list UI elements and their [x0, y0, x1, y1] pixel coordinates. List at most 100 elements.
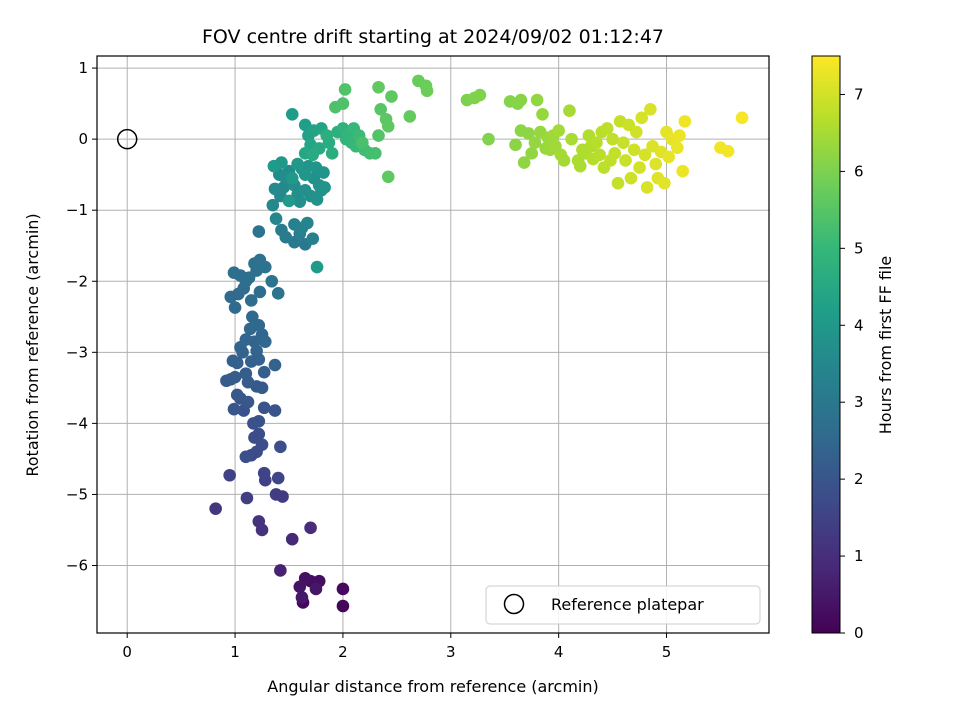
data-point	[291, 157, 304, 171]
data-point	[285, 107, 299, 121]
data-point	[525, 147, 538, 160]
colorbar-tick-label: 5	[854, 239, 864, 257]
legend-marker	[503, 593, 525, 615]
legend-label: Reference platepar	[551, 595, 704, 614]
data-point	[573, 159, 587, 173]
colorbar-tick-label: 2	[854, 470, 864, 488]
data-point	[374, 102, 387, 116]
data-point	[662, 150, 675, 164]
data-point	[266, 198, 280, 212]
data-point	[241, 395, 255, 409]
data-point	[265, 274, 279, 288]
data-point	[385, 90, 398, 103]
y-tick-label: −6	[66, 556, 88, 574]
data-point	[252, 319, 266, 332]
data-point	[517, 156, 531, 169]
legend-box	[485, 585, 761, 625]
data-point	[638, 148, 652, 162]
y-tick-label: 0	[78, 130, 88, 148]
colorbar-tick-label: 6	[854, 162, 864, 180]
data-point	[209, 502, 222, 515]
data-point	[271, 287, 285, 300]
x-axis-label: Angular distance from reference (arcmin)	[267, 677, 598, 696]
data-point	[356, 136, 369, 149]
data-point	[268, 358, 282, 372]
colorbar-tick-label: 1	[854, 547, 864, 565]
data-point	[285, 532, 299, 546]
legend: Reference platepar	[485, 585, 761, 625]
data-point	[530, 93, 544, 107]
data-point	[565, 132, 578, 146]
colorbar-gradient	[811, 55, 841, 634]
colorbar: 0 1 2 3 4 5 6 7 Hours from first FF file	[811, 55, 895, 642]
x-tick-label: 5	[662, 643, 672, 661]
data-point	[230, 388, 244, 402]
chart-title: FOV centre drift starting at 2024/09/02 …	[202, 26, 664, 48]
data-point	[252, 225, 266, 238]
y-tick-label: −1	[66, 201, 88, 219]
x-tick-label: 0	[122, 643, 132, 661]
data-point	[257, 466, 271, 480]
data-point	[253, 285, 267, 299]
data-point	[606, 132, 619, 146]
data-point	[282, 194, 296, 208]
data-point	[624, 171, 638, 185]
data-point	[608, 147, 622, 160]
data-point	[381, 170, 395, 184]
data-point	[239, 367, 253, 380]
data-point	[658, 176, 671, 190]
data-point	[293, 580, 307, 594]
data-point	[563, 104, 576, 118]
data-point	[295, 591, 309, 604]
data-point	[285, 171, 299, 185]
data-point	[227, 402, 241, 416]
colorbar-tick-label: 3	[854, 393, 864, 411]
x-tick-label: 3	[446, 643, 456, 661]
data-point	[528, 136, 542, 149]
data-point	[223, 468, 236, 482]
data-point	[226, 354, 240, 368]
y-tick-label: −5	[66, 485, 88, 503]
data-point	[244, 294, 258, 307]
data-point	[617, 136, 630, 149]
data-point	[336, 582, 350, 596]
data-point	[306, 148, 320, 162]
data-point	[274, 564, 287, 577]
data-point	[269, 212, 283, 226]
data-point	[301, 216, 314, 230]
y-axis-ticks: −6 −5 −4 −3 −2 −1 0 1	[66, 59, 97, 574]
data-point	[246, 310, 259, 324]
data-point	[649, 157, 663, 171]
data-point	[557, 154, 571, 167]
data-point	[240, 491, 254, 505]
data-point	[368, 147, 382, 160]
colorbar-tick-label: 0	[854, 624, 864, 642]
data-point	[274, 440, 287, 454]
data-point	[721, 144, 735, 158]
data-point	[336, 599, 350, 613]
data-point	[228, 370, 242, 384]
data-point	[630, 125, 643, 139]
data-point	[600, 122, 614, 135]
data-point	[293, 195, 307, 208]
data-point	[372, 80, 385, 94]
y-tick-label: −4	[66, 414, 88, 432]
data-point	[403, 110, 417, 123]
data-point	[593, 148, 606, 162]
data-point	[627, 143, 641, 157]
data-point	[482, 132, 495, 146]
data-point	[279, 230, 293, 244]
data-point	[381, 120, 395, 133]
data-point	[309, 582, 323, 596]
data-point	[227, 266, 241, 280]
data-point	[590, 136, 603, 149]
x-tick-label: 4	[554, 643, 564, 661]
data-point	[633, 161, 646, 174]
data-point	[252, 427, 266, 441]
data-point	[673, 129, 686, 142]
data-point	[239, 333, 253, 346]
colorbar-tick-label: 7	[854, 85, 864, 103]
y-tick-label: 1	[78, 59, 88, 77]
data-point	[473, 88, 487, 102]
data-point	[678, 115, 692, 128]
